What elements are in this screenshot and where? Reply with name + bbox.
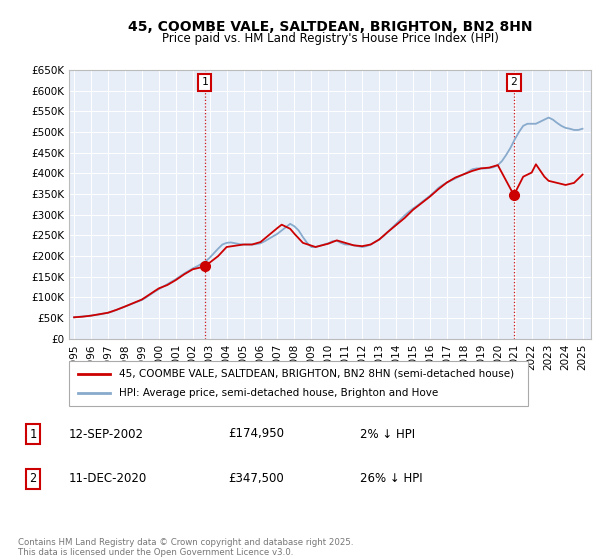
FancyBboxPatch shape xyxy=(69,361,528,406)
Text: 2: 2 xyxy=(511,77,517,87)
Text: 11-DEC-2020: 11-DEC-2020 xyxy=(69,472,147,486)
Text: 1: 1 xyxy=(29,427,37,441)
Text: 1: 1 xyxy=(202,77,208,87)
Text: 45, COOMBE VALE, SALTDEAN, BRIGHTON, BN2 8HN (semi-detached house): 45, COOMBE VALE, SALTDEAN, BRIGHTON, BN2… xyxy=(119,368,515,379)
Text: £347,500: £347,500 xyxy=(228,472,284,486)
Text: HPI: Average price, semi-detached house, Brighton and Hove: HPI: Average price, semi-detached house,… xyxy=(119,389,439,399)
Text: 2: 2 xyxy=(29,472,37,486)
Text: Contains HM Land Registry data © Crown copyright and database right 2025.
This d: Contains HM Land Registry data © Crown c… xyxy=(18,538,353,557)
Text: 12-SEP-2002: 12-SEP-2002 xyxy=(69,427,144,441)
Text: £174,950: £174,950 xyxy=(228,427,284,441)
Text: 26% ↓ HPI: 26% ↓ HPI xyxy=(360,472,422,486)
Text: Price paid vs. HM Land Registry's House Price Index (HPI): Price paid vs. HM Land Registry's House … xyxy=(161,32,499,45)
Text: 45, COOMBE VALE, SALTDEAN, BRIGHTON, BN2 8HN: 45, COOMBE VALE, SALTDEAN, BRIGHTON, BN2… xyxy=(128,20,532,34)
Text: 2% ↓ HPI: 2% ↓ HPI xyxy=(360,427,415,441)
